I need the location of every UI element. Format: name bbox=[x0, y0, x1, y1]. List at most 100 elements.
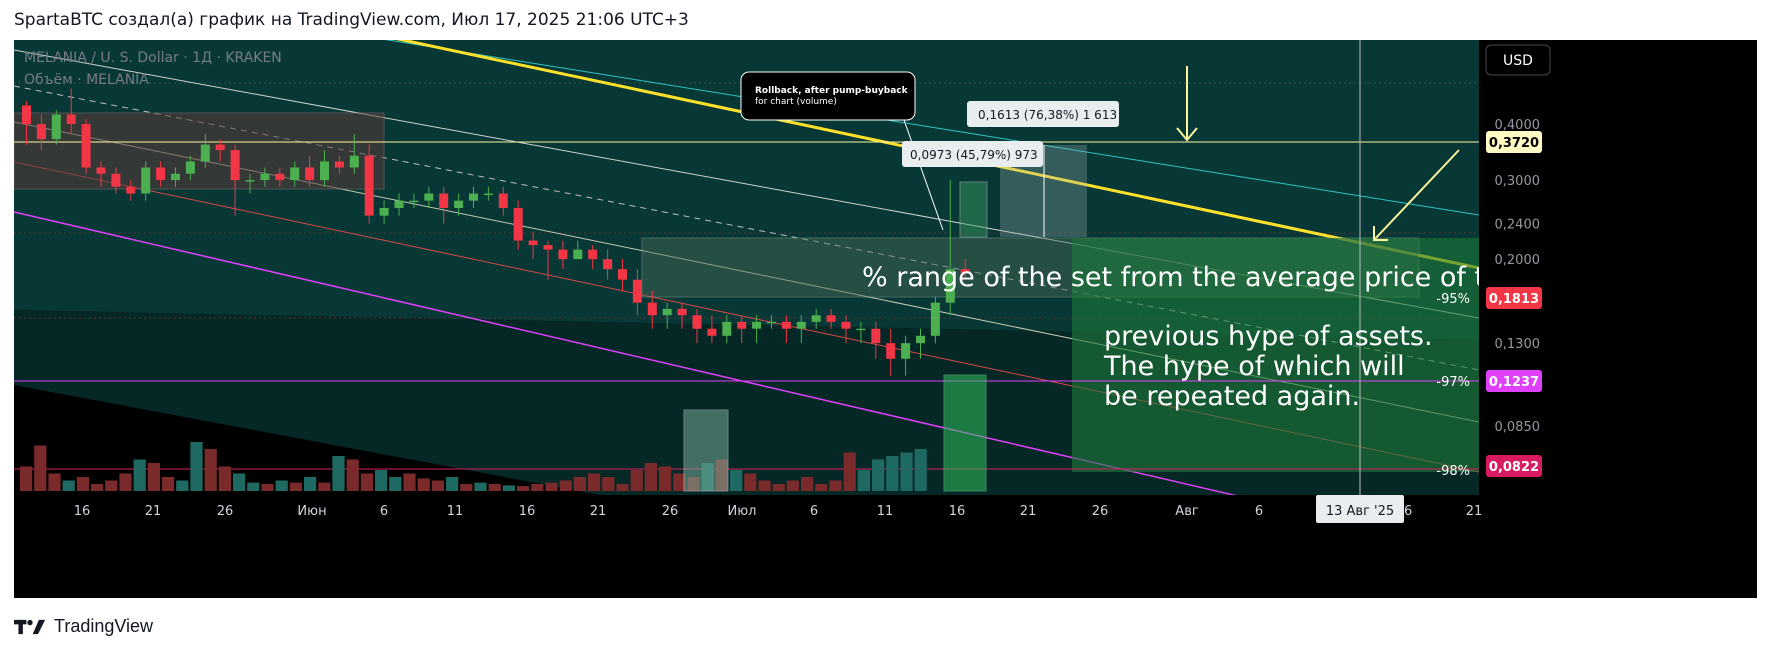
x-tick-label: 16 bbox=[519, 504, 536, 519]
volume-bar bbox=[744, 473, 757, 491]
measure-label-large: 0,1613 (76,38%) 1 613 bbox=[978, 108, 1117, 122]
volume-bar bbox=[289, 482, 302, 491]
volume-bar bbox=[48, 473, 61, 491]
volume-bar bbox=[914, 449, 927, 491]
candle-body bbox=[111, 173, 121, 187]
volume-bar bbox=[730, 470, 743, 491]
volume-bar bbox=[375, 470, 388, 491]
volume-bar bbox=[815, 484, 828, 491]
candle-body bbox=[156, 167, 166, 181]
volume-bar bbox=[91, 484, 104, 491]
price-label-bg bbox=[1486, 287, 1542, 309]
volume-bar bbox=[403, 473, 416, 491]
price-label-bg bbox=[1486, 131, 1542, 153]
x-tick-label: 26 bbox=[1092, 504, 1109, 519]
candle-body bbox=[96, 167, 106, 174]
x-tick-label: 16 bbox=[949, 504, 966, 519]
volume-bar bbox=[162, 477, 175, 491]
hype-annotation-line: The hype of which will bbox=[1103, 351, 1405, 382]
arrow-diagonal-line bbox=[1373, 149, 1460, 241]
candle-body bbox=[230, 150, 240, 181]
volume-bar bbox=[559, 480, 572, 491]
candle-body bbox=[588, 249, 598, 260]
arrow-down-head bbox=[1176, 127, 1198, 142]
callout-text-1: Rollback, after pump-buyback bbox=[755, 86, 909, 96]
chart-area[interactable]: USD0,40000,30000,24000,20000,16000,13000… bbox=[14, 40, 1757, 598]
percent-label: -97% bbox=[1436, 375, 1470, 390]
candle-body bbox=[215, 144, 225, 151]
volume-highlight-box-2 bbox=[943, 374, 987, 492]
y-tick-label: 0,3000 bbox=[1495, 174, 1541, 189]
volume-bar bbox=[417, 478, 430, 491]
x-tick-label: 26 bbox=[217, 504, 234, 519]
crosshair-date-bg bbox=[1316, 495, 1404, 523]
x-tick-label: Авг bbox=[1175, 504, 1199, 519]
candle-body bbox=[692, 315, 702, 329]
candle-body bbox=[81, 124, 91, 168]
volume-bar bbox=[517, 486, 530, 491]
candle-body bbox=[945, 269, 955, 303]
crosshair-date-label: 13 Авг '25 bbox=[1326, 504, 1394, 519]
candle-body bbox=[320, 161, 329, 181]
y-tick-label: 0,4000 bbox=[1495, 118, 1541, 133]
volume-bar bbox=[389, 477, 402, 491]
range-annotation-text: % range of the set from the average pric… bbox=[862, 262, 1493, 293]
candle-body bbox=[51, 114, 61, 140]
candle-body bbox=[379, 207, 389, 216]
x-tick-label: Июл bbox=[728, 504, 757, 519]
volume-bar bbox=[247, 482, 260, 491]
x-tick-label: 6 bbox=[1255, 504, 1263, 519]
volume-bar bbox=[105, 480, 118, 491]
x-tick-label: 21 bbox=[145, 504, 162, 519]
candle-body bbox=[826, 315, 836, 322]
candle-body bbox=[647, 302, 657, 316]
candle-body bbox=[200, 144, 210, 162]
x-tick-label: 11 bbox=[447, 504, 464, 519]
candle-body bbox=[66, 114, 76, 124]
candle-body bbox=[662, 308, 672, 316]
candle-body bbox=[796, 321, 806, 329]
y-tick-label: 0,2000 bbox=[1495, 253, 1541, 268]
volume-bar bbox=[474, 482, 487, 491]
volume-bar bbox=[218, 466, 231, 491]
volume-bar bbox=[176, 480, 189, 491]
volume-bar bbox=[502, 485, 515, 491]
candle-body bbox=[930, 302, 940, 336]
x-tick-label: 21 bbox=[1466, 504, 1483, 519]
footer: TradingView bbox=[14, 616, 153, 637]
volume-bar bbox=[673, 473, 686, 491]
candle-body bbox=[543, 245, 553, 250]
volume-bar bbox=[233, 473, 246, 491]
volume-bar bbox=[360, 473, 373, 491]
currency-button-label: USD bbox=[1503, 53, 1533, 69]
currency-button bbox=[1485, 44, 1551, 76]
price-label: 0,3720 bbox=[1489, 136, 1539, 151]
candle-body bbox=[767, 321, 776, 324]
candle-body bbox=[498, 193, 508, 208]
candle-body bbox=[901, 343, 911, 359]
price-label: 0,1237 bbox=[1489, 375, 1539, 390]
candle-body bbox=[141, 167, 151, 194]
volume-bar bbox=[460, 484, 473, 491]
candle-body bbox=[469, 193, 478, 201]
price-chart[interactable]: USD0,40000,30000,24000,20000,16000,13000… bbox=[14, 40, 1757, 598]
volume-bar bbox=[446, 477, 459, 491]
volume-bar bbox=[261, 484, 274, 491]
candle-body bbox=[841, 321, 851, 329]
candle-body bbox=[856, 328, 866, 331]
volume-bar bbox=[488, 484, 501, 491]
callout-pointer bbox=[903, 119, 944, 231]
candle-body bbox=[528, 240, 538, 246]
measure-label-large-bg bbox=[967, 101, 1119, 127]
y-tick-label: 0,1300 bbox=[1495, 337, 1541, 352]
y-tick-label: 0,2400 bbox=[1495, 218, 1541, 233]
candle-body bbox=[960, 269, 970, 274]
candle-body bbox=[558, 249, 568, 260]
candle-body bbox=[334, 161, 344, 168]
footer-brand: TradingView bbox=[54, 616, 154, 636]
volume-bar bbox=[147, 463, 160, 491]
price-label-bg bbox=[1486, 455, 1542, 477]
measure-label-small-bg bbox=[902, 141, 1043, 167]
candle-body bbox=[245, 180, 255, 182]
candle-body bbox=[513, 207, 523, 241]
